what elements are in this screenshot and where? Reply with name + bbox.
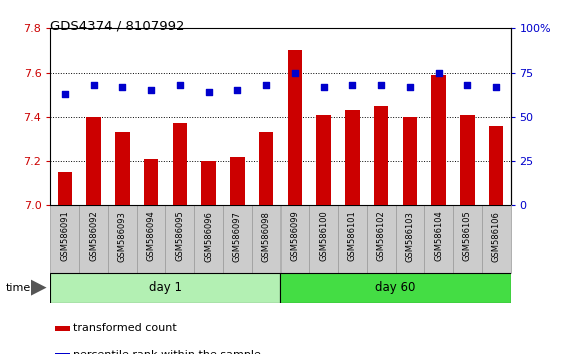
Text: transformed count: transformed count (73, 323, 177, 333)
Point (118, 84, 127, 90)
Bar (79, 205, 108, 273)
Point (89, 82, 98, 88)
Text: GSM586094: GSM586094 (146, 211, 155, 262)
Text: GSM586106: GSM586106 (491, 211, 500, 262)
Bar (280, 205, 309, 273)
Point (61, 91, 70, 97)
Point (233, 87, 242, 93)
Bar (115, 132, 130, 205)
Bar (288, 50, 302, 205)
Bar (424, 205, 453, 273)
Bar (223, 205, 252, 273)
Text: GSM586105: GSM586105 (463, 211, 472, 262)
Text: GSM586093: GSM586093 (118, 211, 127, 262)
Text: time: time (6, 282, 31, 293)
Bar (338, 205, 367, 273)
Bar (396, 205, 424, 273)
Bar (144, 159, 158, 205)
Text: GSM586095: GSM586095 (176, 211, 185, 262)
Bar (367, 205, 396, 273)
Bar (194, 205, 223, 273)
Bar (280, 273, 511, 303)
Text: GSM586096: GSM586096 (204, 211, 213, 262)
Bar (431, 75, 446, 205)
Text: GSM586101: GSM586101 (348, 211, 357, 262)
Text: GDS4374 / 8107992: GDS4374 / 8107992 (50, 19, 185, 33)
Bar (482, 205, 511, 273)
Text: GSM586104: GSM586104 (434, 211, 443, 262)
Point (176, 82, 185, 88)
Bar (165, 205, 194, 273)
Text: GSM586100: GSM586100 (319, 211, 328, 262)
Bar (55, 353, 70, 354)
Point (204, 89, 213, 95)
Point (434, 70, 443, 75)
Bar (201, 161, 216, 205)
Text: day 60: day 60 (375, 281, 416, 294)
Bar (453, 205, 482, 273)
Point (406, 84, 415, 90)
Point (291, 70, 300, 75)
Text: GSM586097: GSM586097 (233, 211, 242, 262)
Bar (374, 106, 388, 205)
Bar (489, 126, 503, 205)
Point (463, 82, 472, 88)
Point (261, 82, 270, 88)
Bar (316, 115, 331, 205)
Bar (403, 117, 417, 205)
Text: GSM586103: GSM586103 (406, 211, 415, 262)
Bar (50, 273, 280, 303)
Text: GSM586091: GSM586091 (61, 211, 70, 262)
Bar (345, 110, 360, 205)
Text: day 1: day 1 (149, 281, 182, 294)
Text: GSM586098: GSM586098 (261, 211, 270, 262)
Text: GSM586092: GSM586092 (89, 211, 98, 262)
Bar (55, 326, 70, 331)
Point (491, 84, 500, 90)
Point (348, 82, 357, 88)
Bar (58, 172, 72, 205)
Point (376, 82, 385, 88)
Point (146, 87, 155, 93)
Text: GSM586102: GSM586102 (376, 211, 385, 262)
Bar (252, 205, 280, 273)
Text: GSM586099: GSM586099 (291, 211, 300, 262)
Bar (309, 205, 338, 273)
Bar (460, 115, 475, 205)
Bar (50, 205, 79, 273)
Polygon shape (31, 280, 47, 296)
Point (319, 84, 328, 90)
Bar (230, 156, 245, 205)
Bar (137, 205, 165, 273)
Bar (108, 205, 137, 273)
Text: percentile rank within the sample: percentile rank within the sample (73, 350, 261, 354)
Bar (86, 117, 101, 205)
Bar (173, 124, 187, 205)
Bar (259, 132, 273, 205)
